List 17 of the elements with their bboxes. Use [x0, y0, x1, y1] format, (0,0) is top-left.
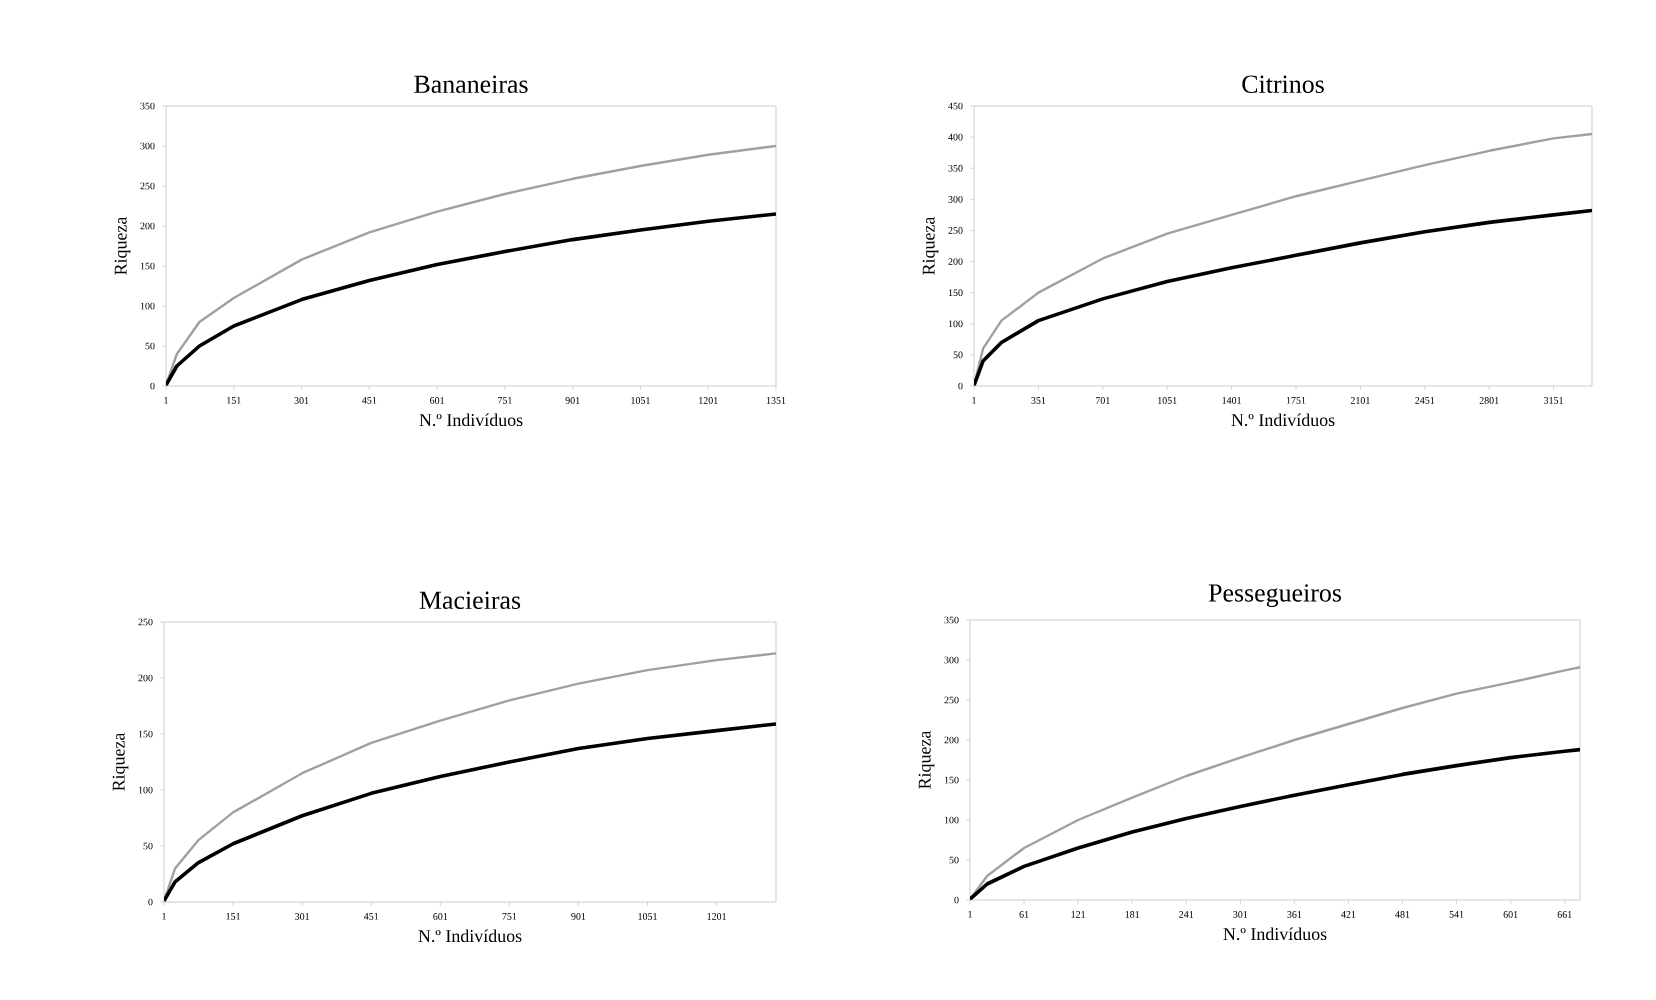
- x-axis-title: N.º Indivíduos: [418, 929, 522, 943]
- line-series: [970, 747, 1581, 900]
- chart-title: Pessegueiros: [1208, 584, 1341, 608]
- chart-title: Bananeiras: [414, 75, 528, 93]
- y-axis-title: Riqueza: [922, 216, 939, 275]
- x-axis-title: N.º Indivíduos: [1223, 927, 1327, 941]
- line-series: [164, 722, 777, 902]
- y-axis-title: Riqueza: [112, 732, 129, 791]
- chart-title: Citrinos: [1242, 75, 1324, 93]
- y-axis-title: Riqueza: [114, 216, 131, 275]
- line-series: [974, 208, 1593, 386]
- y-axis-title: Riqueza: [918, 730, 935, 789]
- x-axis-title: N.º Indivíduos: [419, 413, 523, 427]
- line-series: [166, 144, 777, 386]
- x-axis-title: N.º Indivíduos: [1231, 413, 1335, 427]
- chart-title: Macieiras: [419, 591, 521, 609]
- line-series: [166, 212, 777, 386]
